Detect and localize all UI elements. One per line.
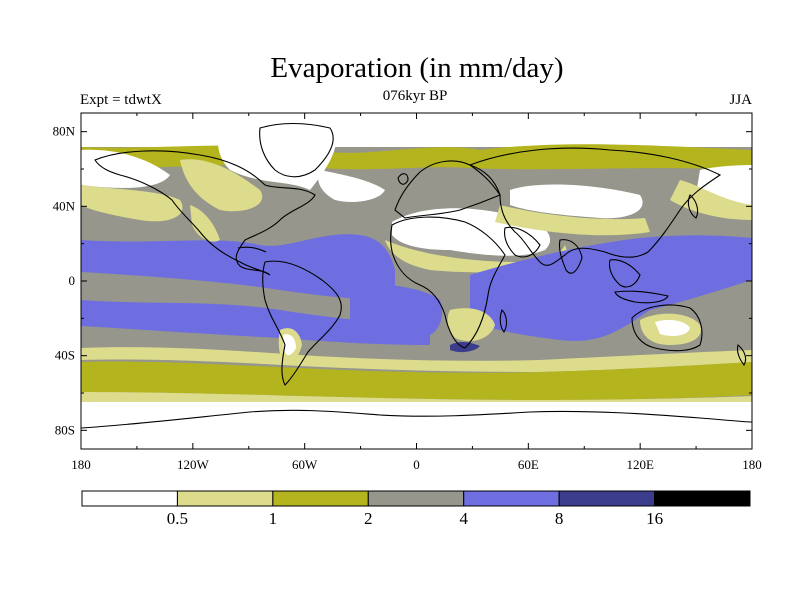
colorbar-label-4: 8 (555, 509, 564, 528)
lat-tick-label-4: 80S (55, 422, 75, 437)
colorbar-box-1 (176, 490, 274, 507)
colorbar: 0.5 1 2 4 8 16 (81, 490, 751, 528)
field-nw-pacific-white (81, 149, 170, 188)
lon-tick-label-3: 0 (413, 457, 420, 472)
map-title: Evaporation (in mm/day) (270, 52, 564, 84)
coastlines (81, 123, 752, 429)
colorbar-box-4 (463, 490, 560, 507)
field-agulhas-very-high (450, 342, 480, 353)
field-tropical-band-north (81, 234, 395, 300)
colorbar-label-5: 16 (646, 509, 663, 528)
field-antarctic-low (81, 402, 752, 449)
coast-indonesia (614, 290, 669, 304)
coast-africa (390, 216, 506, 349)
lat-tick-label-0: 80N (53, 124, 76, 139)
coast-south-america (262, 260, 342, 386)
lon-tick-label-6: 180 (742, 457, 762, 472)
field-tropical-band-south (81, 300, 430, 345)
coast-north-america (94, 150, 316, 276)
colorbar-label-0: 0.5 (167, 509, 188, 528)
colorbar-box-2 (272, 490, 369, 507)
colorbar-box-0 (81, 490, 178, 507)
lon-tick-label-5: 120E (626, 457, 654, 472)
field-north-atlantic-light (318, 170, 385, 202)
lat-tick-label-3: 40S (55, 348, 75, 363)
field-canada-light (180, 159, 263, 212)
field-mexico-light (190, 205, 220, 242)
colorbar-box-6 (654, 490, 751, 507)
coast-europe (394, 160, 501, 219)
coast-madagascar (499, 309, 507, 333)
period-label: 076kyr BP (382, 88, 448, 104)
field-patagonia-white (283, 334, 296, 356)
colorbar-box-3 (367, 490, 465, 507)
lon-tick-label-0: 180 (71, 457, 91, 472)
coast-australia (631, 304, 703, 352)
coast-caribbean (237, 246, 267, 253)
coast-japan (687, 194, 699, 219)
coast-new-zealand (736, 344, 747, 366)
latitude-axis: 80N 40N 0 40S 80S (53, 124, 752, 437)
lon-tick-label-4: 60E (518, 457, 539, 472)
experiment-label: Expt = tdwtX (80, 92, 162, 108)
colorbar-label-2: 2 (364, 509, 373, 528)
colorbar-label-3: 4 (459, 509, 468, 528)
field-southern-light-1 (81, 347, 752, 372)
evaporation-field (81, 113, 752, 449)
coast-india (558, 239, 583, 274)
field-central-asia-margin (495, 205, 650, 236)
lat-tick-label-2: 0 (69, 273, 76, 288)
colorbar-label-1: 1 (269, 509, 278, 528)
coast-southeast-asia (608, 259, 641, 288)
lat-tick-label-1: 40N (53, 198, 76, 213)
field-australia-white (655, 320, 690, 336)
coast-greenland (259, 123, 334, 178)
lon-tick-label-2: 60W (292, 457, 318, 472)
field-south-atlantic-high (350, 280, 442, 335)
lon-tick-label-1: 120W (177, 457, 210, 472)
coast-arabia (504, 226, 541, 258)
field-ne-pacific-light (81, 185, 183, 222)
field-nw-pacific-band (670, 180, 752, 220)
colorbar-box-5 (558, 490, 656, 507)
coast-uk (397, 173, 409, 185)
field-southern-band-1 (81, 361, 752, 400)
season-label: JJA (729, 92, 752, 108)
coast-antarctica (81, 409, 752, 429)
longitude-axis: 180 120W 60W 0 60E 120E 180 (71, 113, 762, 472)
field-central-asia-low (510, 184, 643, 219)
